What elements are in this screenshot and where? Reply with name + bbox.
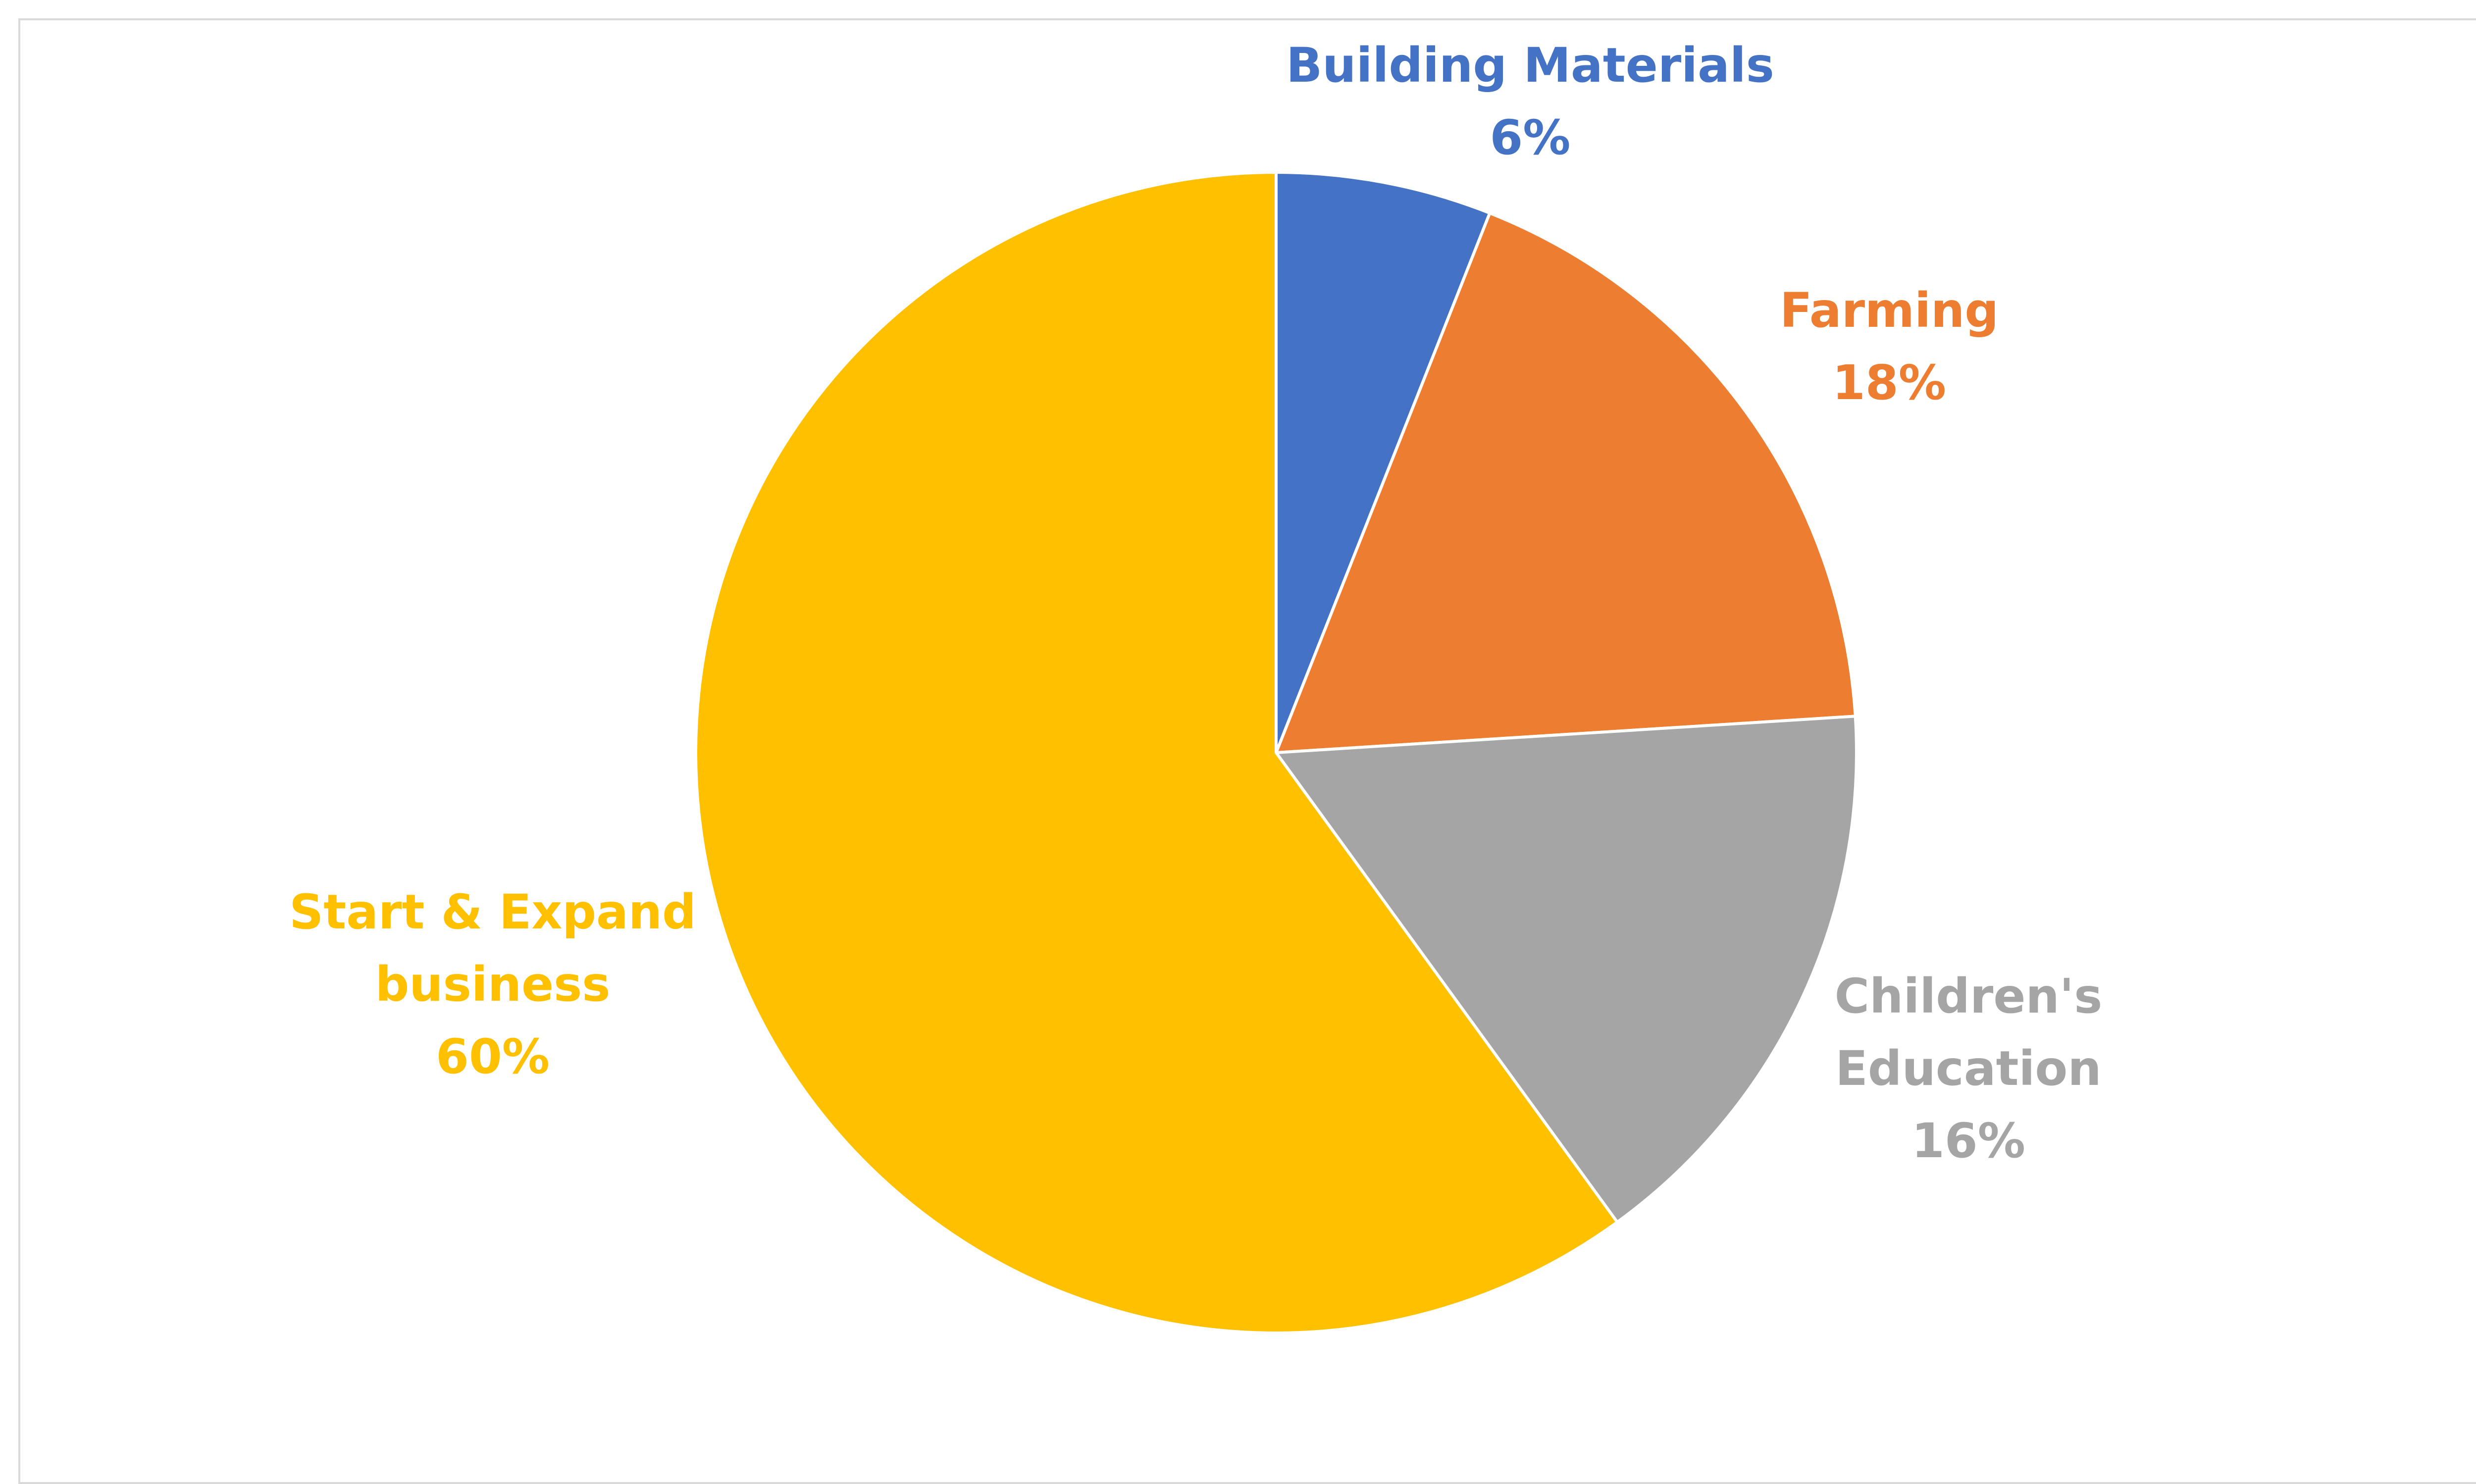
pie-slices [694, 170, 1858, 1334]
pie-label-percent: 16% [1911, 1113, 2025, 1169]
pie-label-line: Building Materials [1286, 38, 1774, 93]
pie-label-line: Education [1835, 1041, 2101, 1096]
pie-label-percent: 6% [1490, 110, 1571, 165]
pie-slice-2 [1273, 715, 1858, 1225]
pie-slice-3 [694, 170, 1620, 1334]
pie-label-line: Start & Expand [289, 884, 696, 940]
pie-label-percent: 18% [1832, 355, 1946, 410]
pie-slice-0 [1275, 170, 1492, 754]
pie-label-line: Children's [1835, 969, 2103, 1024]
pie-label-percent: 60% [436, 1029, 550, 1084]
pie-label-1: Farming 18% [1780, 283, 1999, 410]
pie-slice-1 [1274, 211, 1857, 755]
pie-label-2: Children's Education 16% [1835, 969, 2103, 1169]
pie-label-0: Building Materials 6% [1286, 38, 1774, 165]
pie-label-line: business [375, 957, 611, 1012]
pie-label-line: Farming [1780, 283, 1999, 338]
pie-label-3: Start & Expand business 60% [289, 884, 696, 1084]
pie-labels: Building Materials 6% Farming 18% Children's… [289, 38, 2102, 1169]
